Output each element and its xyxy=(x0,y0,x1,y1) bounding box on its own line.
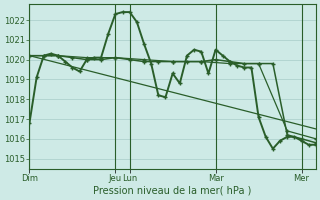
X-axis label: Pression niveau de la mer( hPa ): Pression niveau de la mer( hPa ) xyxy=(93,186,252,196)
